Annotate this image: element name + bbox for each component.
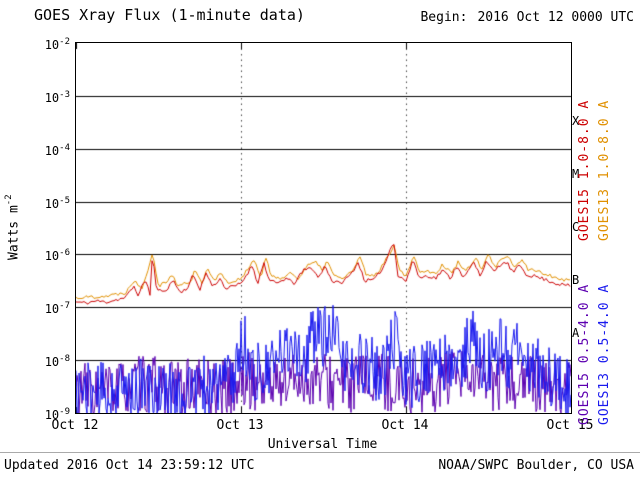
legend-goes15-short: GOES15 0.5-4.0 A <box>577 283 592 426</box>
y-tick-label: 10-4 <box>44 142 70 158</box>
legend-goes15-long: GOES15 1.0-8.0 A <box>577 99 592 242</box>
flare-class-A: A <box>572 325 580 340</box>
y-axis-title: Watts m-2 <box>4 42 22 412</box>
x-tick-label: Oct 15 <box>546 418 594 433</box>
y-tick-label: 10-9 <box>44 407 70 422</box>
y-tick-label: 10-2 <box>44 37 70 52</box>
flare-class-M: M <box>572 167 580 182</box>
y-axis-title-exponent: -2 <box>4 194 14 206</box>
begin-label: Begin: <box>420 10 468 25</box>
y-tick-label: 10-3 <box>44 89 70 105</box>
x-tick-label: Oct 14 <box>381 418 429 433</box>
y-axis-title-text: Watts m <box>6 205 22 260</box>
flare-class-C: C <box>572 220 580 234</box>
x-axis-title: Universal Time <box>267 437 378 452</box>
footer-updated-timestamp: Updated 2016 Oct 14 23:59:12 UTC <box>4 458 255 473</box>
legend-goes13-long: GOES13 1.0-8.0 A <box>597 99 612 242</box>
y-tick-label: 10-6 <box>44 248 70 264</box>
begin-value: 2016 Oct 12 0000 UTC <box>477 10 634 25</box>
flare-class-B: B <box>572 272 580 287</box>
legend-goes13-short: GOES13 0.5-4.0 A <box>597 283 612 426</box>
begin-time: Begin: 2016 Oct 12 0000 UTC <box>420 10 634 25</box>
x-tick-label: Oct 13 <box>216 418 264 433</box>
page-title: GOES Xray Flux (1-minute data) <box>34 6 305 24</box>
y-tick-label: 10-5 <box>44 195 70 211</box>
flare-class-X: X <box>572 114 580 129</box>
plot-area <box>75 42 572 414</box>
xray-flux-chart-canvas <box>76 43 571 413</box>
x-tick-label: Oct 12 <box>51 418 99 433</box>
footer-source: NOAA/SWPC Boulder, CO USA <box>438 458 634 473</box>
y-tick-label: 10-8 <box>44 354 70 370</box>
y-tick-label: 10-7 <box>44 301 70 317</box>
footer-divider <box>0 452 640 453</box>
